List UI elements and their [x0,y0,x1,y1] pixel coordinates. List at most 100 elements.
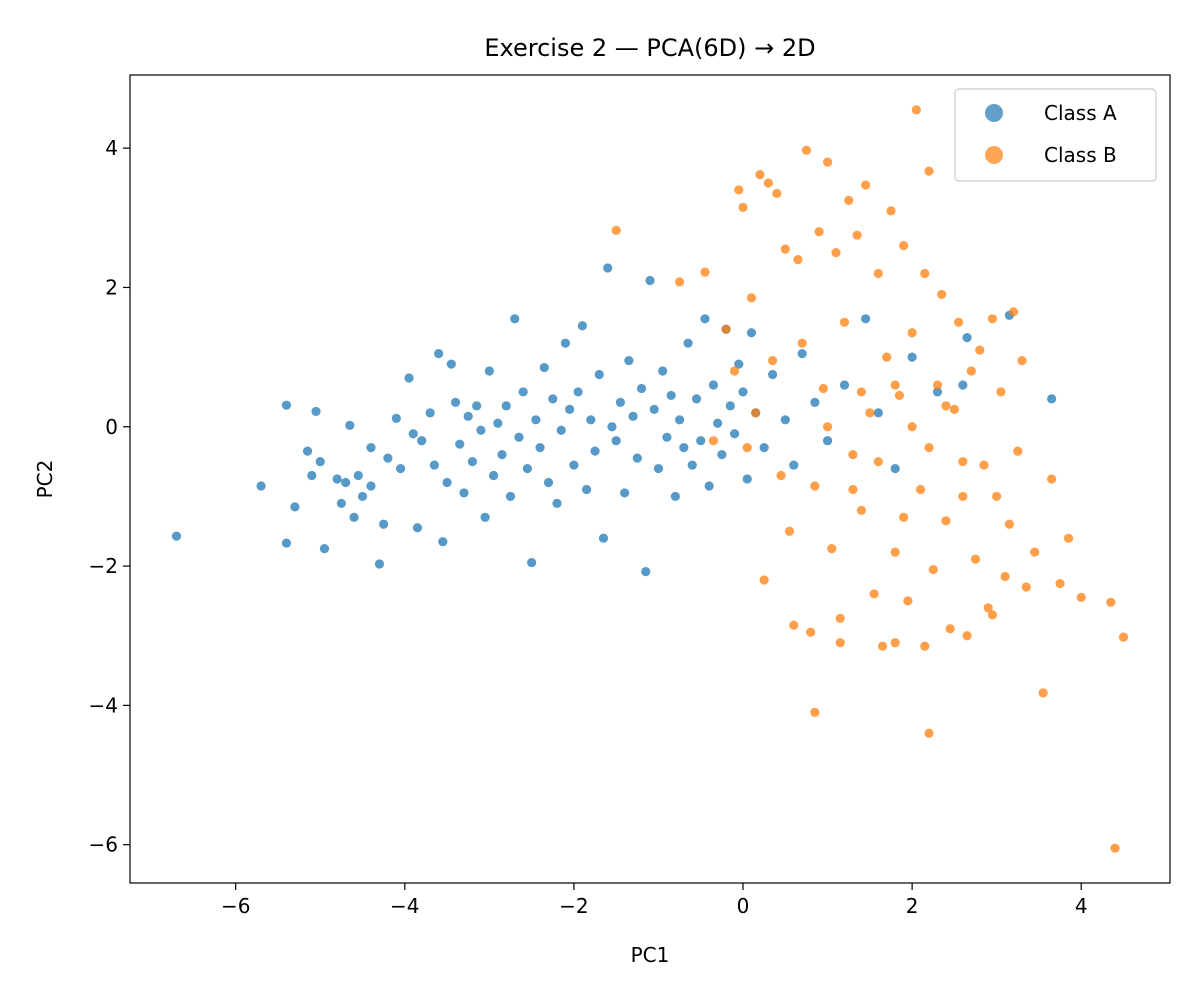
data-point-class-a [522,463,532,474]
data-point-class-a [738,387,748,397]
data-point-class-a [518,387,528,397]
x-tick-label: 2 [906,894,919,918]
data-point-class-b [814,227,824,237]
data-point-class-b [954,317,964,327]
data-point-class-a [531,415,541,425]
data-point-class-b [941,401,951,411]
data-point-class-b [848,484,858,495]
data-point-class-b [1055,578,1065,589]
data-point-class-b [810,481,820,491]
data-point-class-a [641,567,651,577]
data-point-class-a [560,338,571,348]
data-point-class-a [311,406,321,417]
data-point-class-b [1000,571,1010,582]
data-point-class-b [1118,632,1129,642]
data-point-class-b [924,443,934,453]
data-point-class-a [497,450,507,460]
data-point-class-a [590,446,600,456]
data-point-class-b [822,422,833,432]
data-point-class-a [729,429,740,439]
data-point-class-b [911,105,921,115]
data-point-class-b [890,547,900,557]
data-point-class-a [565,404,575,414]
data-point-class-a [319,544,330,554]
data-point-class-b [1030,547,1040,557]
data-point-class-b [903,596,913,606]
data-point-class-a [734,359,744,369]
legend-marker-class-a [985,104,1003,122]
data-point-class-b [1110,843,1120,853]
data-point-class-b [882,352,892,362]
data-point-class-a [302,446,313,456]
data-point-class-a [341,477,351,488]
x-tick-label: 4 [1075,894,1088,918]
data-point-class-b [958,456,968,467]
data-point-class-a [653,463,664,474]
data-point-class-a [586,415,596,425]
data-point-class-a [290,502,300,512]
data-point-class-b [818,383,828,394]
data-point-class-a [459,488,469,498]
data-point-class-b [915,484,926,495]
data-point-class-a [658,366,668,376]
data-point-class-b [865,408,875,418]
data-point-class-b [1063,533,1074,543]
data-point-class-a [379,519,389,529]
data-point-class-a [674,415,685,425]
data-point-class-a [598,533,609,543]
data-point-class-b [1047,474,1057,484]
data-point-class-b [1021,582,1031,592]
data-point-class-b [759,575,769,585]
data-point-class-a [463,411,473,421]
data-point-class-b [611,225,621,235]
data-point-class-a [932,387,943,397]
data-point-class-b [738,202,748,212]
data-point-class-a [417,436,427,446]
data-point-class-b [975,345,985,355]
data-point-class-b [746,293,757,303]
data-point-class-a [514,432,524,442]
data-point-class-a [467,456,478,467]
data-point-class-a [615,397,626,407]
data-point-class-a [493,418,503,428]
data-point-class-b [983,603,993,613]
data-point-class-a [861,314,871,324]
data-point-class-a [683,338,693,348]
legend: Class A Class B [954,88,1157,182]
data-point-class-a [510,314,520,324]
data-point-class-b [987,610,998,620]
data-point-class-a [632,453,642,463]
data-point-class-b [958,491,968,502]
data-point-class-a [374,559,385,569]
data-point-class-b [751,408,761,418]
data-point-class-a [822,436,833,446]
data-point-class-a [501,401,511,411]
data-point-class-a [725,401,735,411]
data-point-class-a [527,557,537,568]
data-point-class-b [920,268,930,279]
data-point-class-a [713,418,723,428]
data-point-class-a [404,373,414,383]
data-point-class-b [742,443,752,453]
data-point-class-b [873,456,883,467]
data-point-class-a [366,481,376,491]
data-point-class-a [810,397,820,407]
data-point-class-a [450,397,461,407]
data-point-class-a [569,460,579,470]
data-point-class-b [708,436,719,446]
data-point-class-b [822,157,833,167]
x-tick-label: 0 [737,894,750,918]
data-point-class-a [789,460,799,470]
data-point-class-a [488,470,499,481]
data-point-class-b [894,390,905,401]
data-point-class-a [438,537,448,547]
data-point-class-a [315,456,325,467]
data-point-class-a [391,413,401,423]
data-point-class-a [425,408,435,418]
data-point-class-b [899,512,909,522]
data-point-class-b [907,422,917,432]
y-tick-label: −2 [89,554,118,578]
data-point-class-b [1076,592,1086,603]
data-point-class-a [281,400,292,410]
